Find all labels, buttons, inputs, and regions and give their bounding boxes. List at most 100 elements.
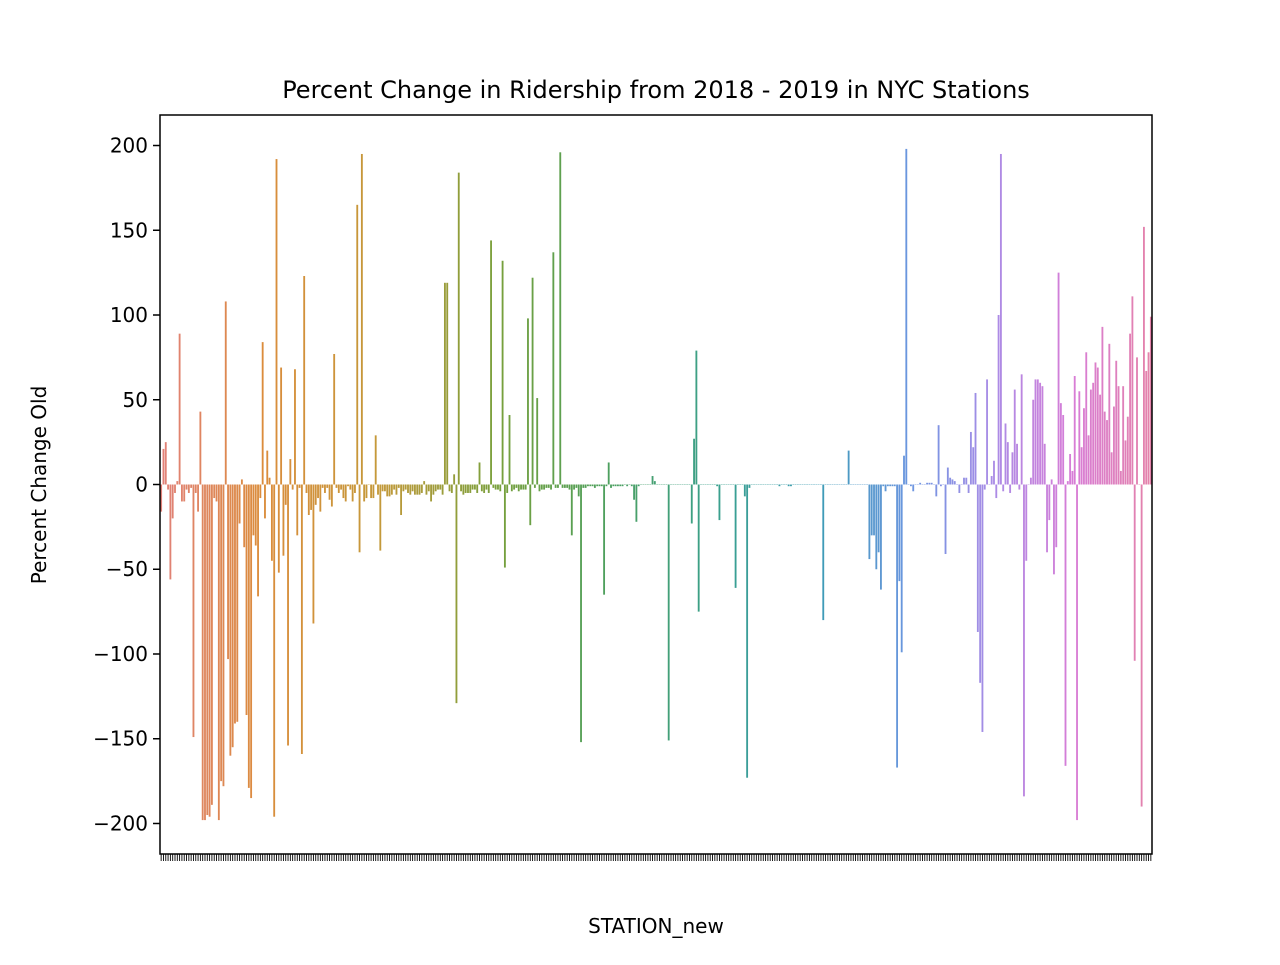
bar bbox=[1136, 357, 1138, 484]
bar bbox=[479, 462, 481, 484]
bar bbox=[536, 398, 538, 484]
bar bbox=[483, 485, 485, 493]
bar bbox=[1118, 386, 1120, 484]
bar bbox=[1115, 361, 1117, 485]
bar bbox=[243, 485, 245, 548]
bar bbox=[898, 485, 900, 582]
bar bbox=[486, 485, 488, 490]
bar bbox=[462, 485, 464, 495]
bar bbox=[492, 485, 494, 488]
bar bbox=[931, 483, 933, 485]
bar bbox=[363, 485, 365, 502]
bar bbox=[1000, 154, 1002, 485]
bar bbox=[216, 485, 218, 502]
bar bbox=[190, 485, 192, 488]
bar bbox=[1081, 447, 1083, 484]
bar bbox=[1120, 471, 1122, 485]
bar bbox=[896, 485, 898, 768]
bar bbox=[488, 485, 490, 493]
bar bbox=[227, 485, 229, 660]
bar bbox=[626, 485, 628, 487]
bar bbox=[460, 485, 462, 492]
bar bbox=[255, 485, 257, 546]
bar bbox=[525, 485, 527, 490]
bar bbox=[1044, 444, 1046, 485]
bar bbox=[552, 252, 554, 484]
bar bbox=[398, 485, 400, 488]
bar bbox=[1083, 408, 1085, 484]
bar bbox=[569, 485, 571, 490]
bar bbox=[239, 485, 241, 524]
bar bbox=[511, 485, 513, 492]
bar bbox=[476, 485, 478, 493]
bar bbox=[1051, 479, 1053, 484]
y-tick-label: −100 bbox=[93, 642, 148, 666]
bar bbox=[901, 485, 903, 653]
bar bbox=[444, 283, 446, 485]
bar bbox=[306, 485, 308, 493]
bar bbox=[437, 485, 439, 490]
bar bbox=[456, 485, 458, 704]
bar bbox=[276, 159, 278, 484]
bar bbox=[541, 485, 543, 490]
bar bbox=[790, 485, 792, 487]
bar bbox=[1143, 227, 1145, 485]
bar bbox=[965, 478, 967, 485]
bar bbox=[409, 485, 411, 495]
bar bbox=[539, 485, 541, 492]
bar bbox=[213, 485, 215, 499]
bar bbox=[481, 485, 483, 492]
y-tick-label: 200 bbox=[110, 134, 148, 158]
bar bbox=[610, 485, 612, 488]
bar bbox=[912, 485, 914, 492]
bar bbox=[749, 485, 751, 488]
bar bbox=[333, 354, 335, 485]
bar bbox=[691, 485, 693, 524]
bar bbox=[181, 485, 183, 502]
bar bbox=[1046, 485, 1048, 553]
bar bbox=[176, 481, 178, 484]
bar bbox=[695, 351, 697, 485]
bar bbox=[1018, 485, 1020, 490]
bar bbox=[269, 478, 271, 485]
bar bbox=[1095, 362, 1097, 484]
y-tick-label: 150 bbox=[110, 218, 148, 242]
bar bbox=[940, 485, 942, 487]
bar bbox=[555, 485, 557, 488]
bar bbox=[202, 485, 204, 821]
bar bbox=[1053, 485, 1055, 575]
bar bbox=[372, 485, 374, 499]
bar bbox=[744, 485, 746, 497]
bar bbox=[603, 485, 605, 595]
bar bbox=[179, 334, 181, 485]
bar bbox=[958, 485, 960, 493]
bar bbox=[1122, 386, 1124, 484]
bar bbox=[382, 485, 384, 492]
bar bbox=[319, 485, 321, 512]
bar bbox=[326, 485, 328, 488]
bar bbox=[529, 485, 531, 526]
bar bbox=[1129, 334, 1131, 485]
bar bbox=[266, 451, 268, 485]
bar bbox=[1090, 390, 1092, 485]
bar bbox=[1005, 423, 1007, 484]
bar bbox=[280, 368, 282, 485]
bar bbox=[1076, 485, 1078, 821]
bar bbox=[885, 485, 887, 492]
bar bbox=[467, 485, 469, 493]
bar bbox=[389, 485, 391, 497]
bar bbox=[977, 485, 979, 632]
bar bbox=[317, 485, 319, 499]
bar bbox=[633, 485, 635, 500]
bar bbox=[1088, 435, 1090, 484]
bar bbox=[377, 485, 379, 495]
bar bbox=[1037, 379, 1039, 484]
bar bbox=[504, 485, 506, 568]
bar bbox=[878, 485, 880, 553]
bar bbox=[910, 485, 912, 487]
bar bbox=[516, 485, 518, 488]
bar bbox=[1111, 452, 1113, 484]
bar bbox=[1062, 415, 1064, 484]
bar bbox=[241, 479, 243, 484]
bar bbox=[1069, 454, 1071, 485]
